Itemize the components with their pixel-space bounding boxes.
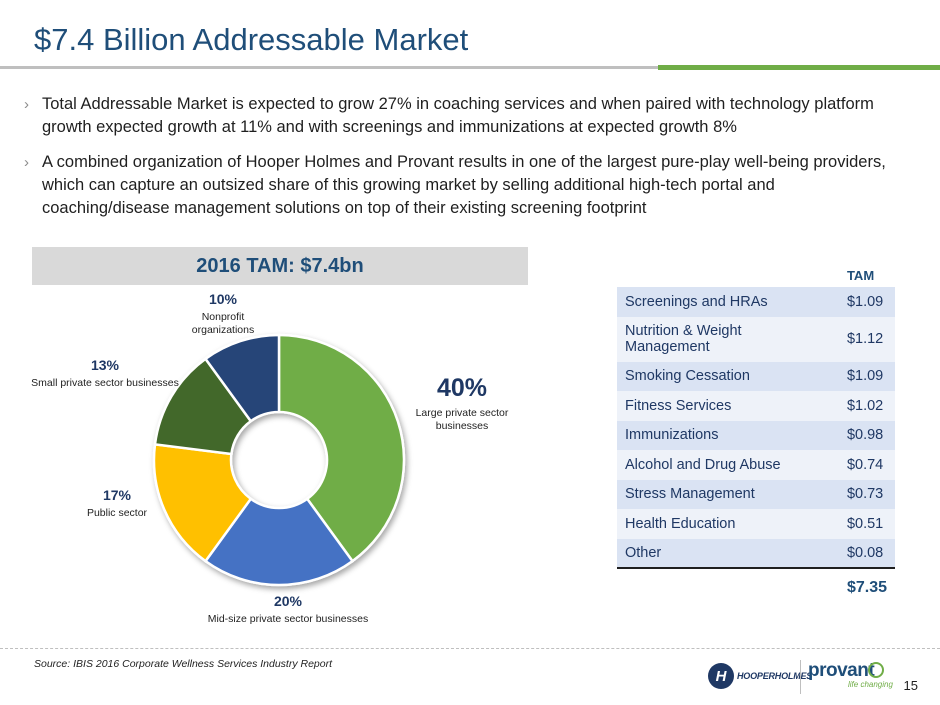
table-total-value: $7.35 (846, 579, 887, 596)
table-row: Nutrition & Weight Management $1.12 (617, 316, 895, 362)
bullet-text: A combined organization of Hooper Holmes… (42, 153, 886, 217)
bullet-chevron-icon: › (24, 96, 29, 113)
bullet-text: Total Addressable Market is expected to … (42, 95, 874, 136)
table-row: Screenings and HRAs $1.09 (617, 287, 895, 317)
table-total-row: $7.35 (617, 568, 895, 597)
donut-slice-public-sector (152, 442, 253, 563)
slice-percent-label: 10% (209, 291, 238, 307)
table-row-value: $0.51 (834, 509, 895, 539)
provant-swoosh-icon (868, 662, 884, 678)
slice-category-label: Small private sector businesses (31, 377, 179, 389)
table-row-label: Stress Management (617, 479, 835, 509)
donut-slice-large-private-sector-businesses (277, 333, 406, 563)
donut-slice-mid-size-private-sector-businesses (203, 497, 355, 587)
table-spacer-header (617, 264, 835, 287)
slice-category-label: Large private sector businesses (416, 407, 509, 432)
table-row: Immunizations $0.98 (617, 420, 895, 450)
table-total-spacer (617, 568, 835, 597)
table-row-label: Immunizations (617, 420, 835, 450)
page-number: 15 (903, 678, 918, 693)
slice-percent-label: 17% (103, 487, 132, 503)
provant-logo-text: provant (808, 660, 875, 681)
bullet-chevron-icon: › (24, 154, 29, 171)
slice-category-label: Nonprofit organizations (192, 311, 254, 336)
table-row: Smoking Cessation $1.09 (617, 361, 895, 391)
table-row: Health Education $0.51 (617, 509, 895, 539)
table-row-label: Screenings and HRAs (617, 287, 835, 317)
table-row-label: Other (617, 538, 835, 569)
table-row-value: $0.98 (834, 420, 895, 450)
provant-tagline: life changing (848, 680, 893, 689)
table-row-value: $1.12 (834, 316, 895, 362)
slice-percent-label: 13% (91, 357, 120, 373)
table-row-value: $1.02 (834, 391, 895, 421)
slice-category-label: Mid-size private sector businesses (208, 613, 368, 625)
bullet-list: › Total Addressable Market is expected t… (22, 93, 902, 232)
table-row-value: $0.73 (834, 479, 895, 509)
source-note: Source: IBIS 2016 Corporate Wellness Ser… (34, 658, 333, 670)
bullet-item: › Total Addressable Market is expected t… (22, 93, 902, 139)
donut-chart: 40% Large private sector businesses 20% Mid-… (31, 291, 509, 625)
page-title: $7.4 Billion Addressable Market (34, 22, 469, 57)
chart-title-banner: 2016 TAM: $7.4bn (32, 247, 528, 285)
table-row-label: Smoking Cessation (617, 361, 835, 391)
table-row-label: Health Education (617, 509, 835, 539)
table-row-label: Nutrition & Weight Management (617, 316, 835, 362)
table-row-value: $1.09 (834, 361, 895, 391)
table-row-value: $0.08 (834, 538, 895, 569)
table-row: Fitness Services $1.02 (617, 391, 895, 421)
provant-logo: provant life changing (808, 660, 893, 689)
table-row-value: $1.09 (834, 287, 895, 317)
title-rule (0, 66, 658, 69)
table-row: Other $0.08 (617, 538, 895, 569)
hooper-logo-mark: H (708, 663, 734, 689)
tam-column-header: TAM (846, 268, 875, 283)
title-accent-bar (658, 65, 940, 70)
table-row-value: $0.74 (834, 450, 895, 480)
slice-percent-label: 40% (437, 374, 487, 402)
bullet-item: › A combined organization of Hooper Holm… (22, 151, 902, 220)
table-row-label: Fitness Services (617, 391, 835, 421)
slice-percent-label: 20% (274, 593, 303, 609)
hooper-logo-text: HOOPERHOLMES (737, 671, 813, 681)
logo-divider (800, 660, 801, 694)
hooper-holmes-logo: H HOOPERHOLMES (708, 663, 812, 689)
donut-slice-nonprofit-organizations (203, 333, 281, 423)
table-row-label: Alcohol and Drug Abuse (617, 450, 835, 480)
slice-category-label: Public sector (87, 507, 148, 519)
source-divider (0, 648, 940, 649)
tam-table: TAM Screenings and HRAs $1.09 Nutrition & … (617, 264, 895, 597)
table-row: Alcohol and Drug Abuse $0.74 (617, 450, 895, 480)
table-row: Stress Management $0.73 (617, 479, 895, 509)
